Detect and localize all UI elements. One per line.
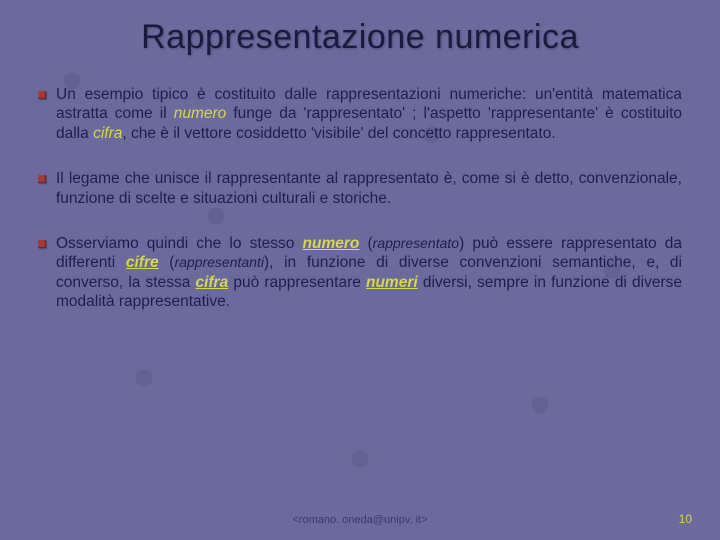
text-segment: cifra [195,274,228,291]
text-segment: Osserviamo quindi che lo stesso [56,235,303,252]
text-segment: rappresentanti [174,254,264,270]
bullet-item: Osserviamo quindi che lo stesso numero (… [38,234,682,312]
slide-title: Rappresentazione numerica [38,18,682,57]
text-segment: numero [174,105,227,122]
text-segment: cifra [93,125,122,142]
slide: Rappresentazione numerica Un esempio tip… [0,0,720,540]
text-segment: può rappresentare [228,274,366,291]
text-segment: , che è il vettore cosiddetto 'visibile'… [122,125,555,142]
text-segment: cifre [126,254,159,271]
text-segment: numero [303,235,360,252]
text-segment: Il legame che unisce il rappresentante a… [56,170,682,206]
bullet-list: Un esempio tipico è costituito dalle rap… [38,85,682,311]
text-segment: ( [159,254,175,271]
text-segment: ( [359,235,372,252]
footer-email: <romano. oneda@unipv. it> [0,514,720,526]
footer-page-number: 10 [679,512,692,526]
text-segment: rappresentato [373,235,459,251]
bullet-item: Il legame che unisce il rappresentante a… [38,169,682,208]
bullet-item: Un esempio tipico è costituito dalle rap… [38,85,682,143]
text-segment: numeri [366,274,418,291]
